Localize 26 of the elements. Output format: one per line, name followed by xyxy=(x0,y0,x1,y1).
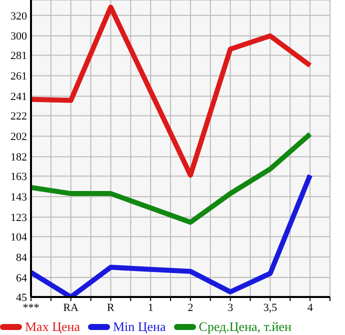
legend-label: Max Цена xyxy=(24,319,80,335)
y-tick-label: 261 xyxy=(10,70,27,83)
y-tick-label: 84 xyxy=(16,252,28,264)
x-tick-label: *** xyxy=(22,302,40,314)
x-tick-label: R xyxy=(107,302,116,314)
y-tick-label: 182 xyxy=(10,152,27,164)
legend-label: Сред.Цена, т.йен xyxy=(198,319,292,335)
y-tick-label: 104 xyxy=(10,231,28,244)
legend-label: Min Цена xyxy=(112,319,166,335)
y-tick-label: 320 xyxy=(10,10,28,22)
y-tick-label: 222 xyxy=(10,110,27,123)
y-tick-label: 64 xyxy=(16,272,28,284)
x-tick-label: 4 xyxy=(307,302,314,314)
x-tick-label: RA xyxy=(63,302,79,314)
y-tick-label: 300 xyxy=(10,30,28,43)
y-tick-label: 123 xyxy=(10,212,28,224)
x-tick-label: 1 xyxy=(148,302,154,314)
y-tick-label: 241 xyxy=(10,91,27,104)
y-tick-label: 45 xyxy=(16,292,28,304)
y-tick-label: 281 xyxy=(10,50,27,62)
y-tick-label: 163 xyxy=(10,171,28,184)
y-tick-label: 143 xyxy=(10,192,28,204)
x-tick-label: 2 xyxy=(188,302,194,314)
y-tick-label: 202 xyxy=(10,131,27,144)
x-tick-label: 3 xyxy=(228,302,234,314)
x-tick-label: 3,5 xyxy=(263,302,278,314)
